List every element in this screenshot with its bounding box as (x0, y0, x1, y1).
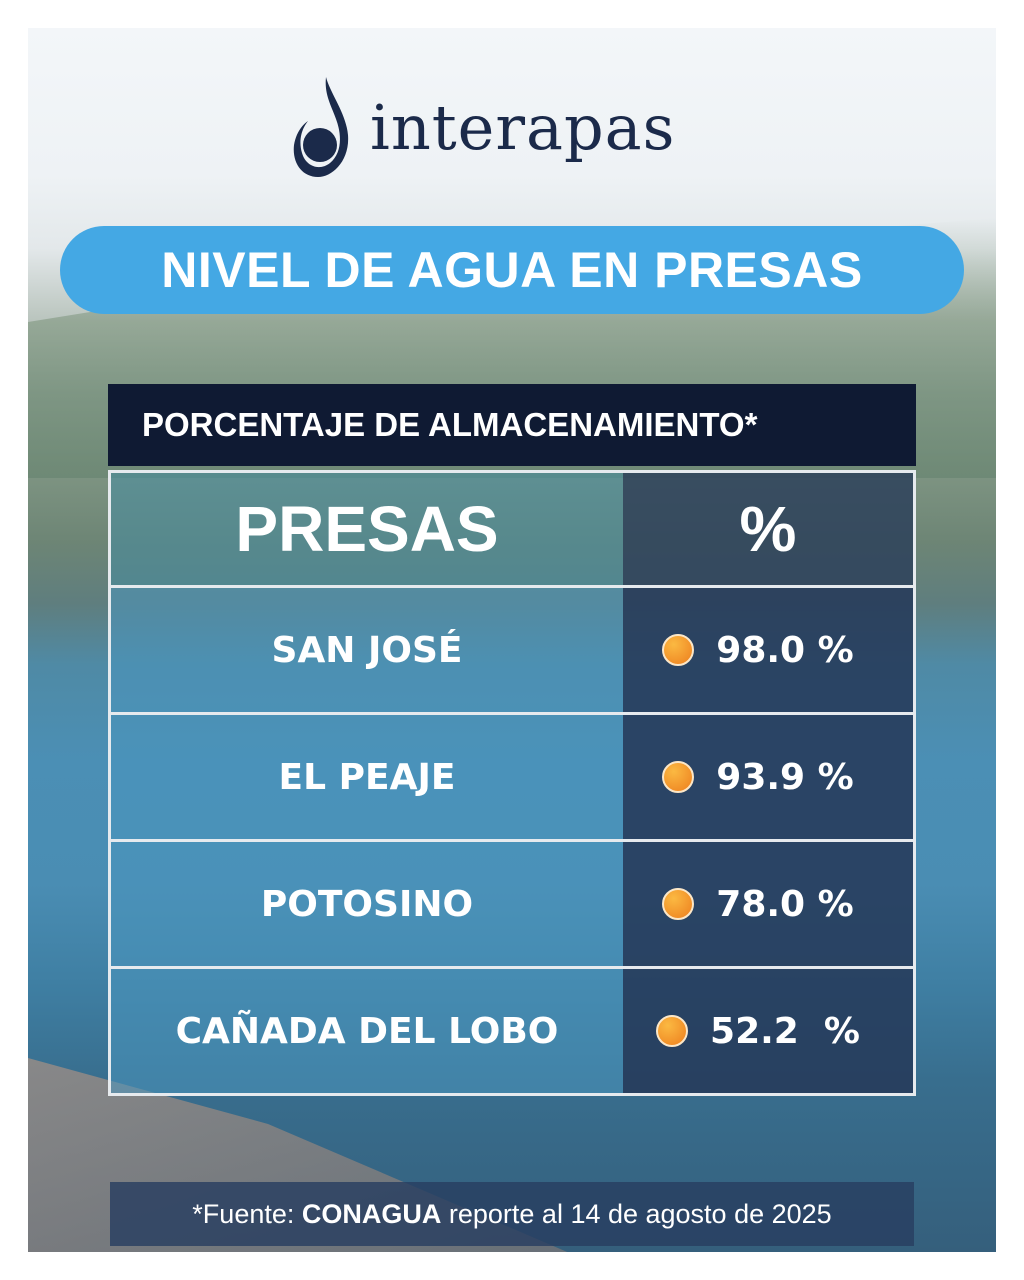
storage-table: PORCENTAJE DE ALMACENAMIENTO* PRESAS % S… (108, 384, 916, 1096)
source-prefix: *Fuente: (192, 1198, 302, 1229)
table-caption: PORCENTAJE DE ALMACENAMIENTO* (108, 384, 916, 466)
dam-name: SAN JOSÉ (271, 629, 463, 671)
dam-name-cell: SAN JOSÉ (111, 588, 623, 712)
table-caption-text: PORCENTAJE DE ALMACENAMIENTO* (142, 406, 758, 443)
column-header-presas: PRESAS (235, 493, 499, 565)
page-title: NIVEL DE AGUA EN PRESAS (161, 242, 863, 298)
table-grid: PRESAS % SAN JOSÉ 98.0 % (108, 470, 916, 1096)
dam-percentage: 93.9 % (716, 756, 854, 798)
dam-name: CAÑADA DEL LOBO (175, 1010, 559, 1052)
orange-dot-icon (662, 761, 695, 793)
table-row: SAN JOSÉ 98.0 % (111, 585, 913, 712)
source-suffix: reporte al 14 de agosto de 2025 (441, 1198, 832, 1229)
dam-value-cell: 98.0 % (623, 588, 913, 712)
orange-dot-icon (662, 888, 695, 920)
orange-dot-icon (656, 1015, 689, 1047)
dam-name-cell: EL PEAJE (111, 715, 623, 839)
brand-name: interapas (370, 91, 676, 164)
dam-value-cell: 78.0 % (623, 842, 913, 966)
source-footer: *Fuente: CONAGUA reporte al 14 de agosto… (110, 1182, 914, 1246)
dam-name-cell: POTOSINO (111, 842, 623, 966)
dam-name: POTOSINO (260, 883, 474, 925)
dam-percentage: 98.0 % (716, 629, 854, 671)
table-header-row: PRESAS % (111, 473, 913, 585)
table-row: CAÑADA DEL LOBO 52.2 % (111, 966, 913, 1093)
dam-name: EL PEAJE (278, 756, 456, 798)
table-row: EL PEAJE 93.9 % (111, 712, 913, 839)
water-drop-icon (293, 77, 349, 177)
column-header-percent: % (739, 493, 797, 565)
orange-dot-icon (662, 634, 695, 666)
header-cell-name: PRESAS (111, 473, 623, 585)
dam-percentage: 52.2 % (710, 1010, 860, 1052)
source-note: *Fuente: CONAGUA reporte al 14 de agosto… (192, 1199, 831, 1230)
dam-percentage: 78.0 % (716, 883, 854, 925)
dam-value-cell: 52.2 % (623, 969, 913, 1093)
infographic-card: interapas NIVEL DE AGUA EN PRESAS PORCEN… (28, 28, 996, 1252)
title-banner: NIVEL DE AGUA EN PRESAS (60, 226, 964, 314)
brand-logo: interapas (290, 68, 750, 188)
dam-value-cell: 93.9 % (623, 715, 913, 839)
dam-name-cell: CAÑADA DEL LOBO (111, 969, 623, 1093)
header-cell-value: % (623, 473, 913, 585)
table-row: POTOSINO 78.0 % (111, 839, 913, 966)
source-name: CONAGUA (301, 1198, 442, 1229)
